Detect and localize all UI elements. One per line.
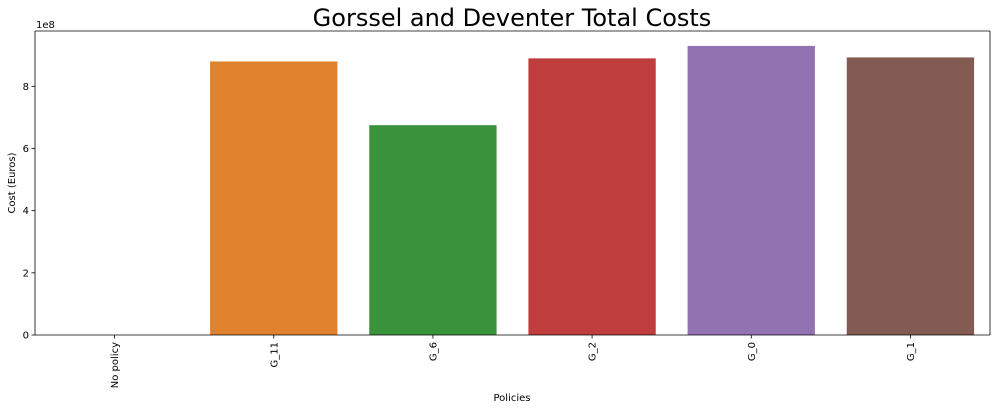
- plot-area: [210, 45, 975, 336]
- y-tick-label: 6: [23, 144, 29, 155]
- x-tick-label: G_2: [588, 342, 599, 361]
- y-tick-label: 0: [23, 331, 29, 342]
- x-tick-label: G_11: [269, 342, 280, 367]
- bar-g-6: [369, 125, 497, 335]
- x-tick-label: G_1: [906, 342, 917, 361]
- chart-title: Gorssel and Deventer Total Costs: [313, 4, 712, 32]
- bar-g-1: [846, 57, 975, 336]
- y-axis-offset-label: 1e8: [36, 20, 55, 31]
- x-ticks: No policy G_11 G_6 G_2 G_0 G_1: [110, 335, 917, 388]
- y-tick-label: 4: [23, 206, 29, 217]
- bar-g-0: [687, 45, 815, 335]
- y-ticks: 0 2 4 6 8: [23, 82, 35, 342]
- x-axis-label: Policies: [494, 393, 531, 404]
- x-tick-label: G_0: [747, 342, 758, 361]
- x-tick-label: G_6: [428, 342, 439, 361]
- bar-g-11: [210, 61, 338, 336]
- y-tick-label: 8: [23, 82, 29, 93]
- bar-g-2: [528, 58, 656, 335]
- y-axis-label: Cost (Euros): [7, 152, 18, 213]
- x-tick-label: No policy: [110, 342, 121, 388]
- y-tick-label: 2: [23, 268, 29, 279]
